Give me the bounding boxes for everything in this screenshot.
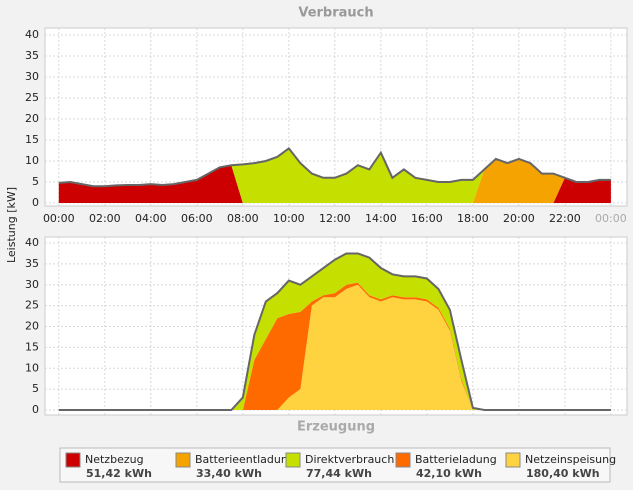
y-tick-label: 35 bbox=[25, 49, 39, 62]
legend-swatch bbox=[65, 452, 81, 468]
legend-swatch bbox=[505, 452, 521, 468]
legend-label: Direktverbrauch bbox=[305, 453, 394, 466]
area bbox=[58, 284, 611, 410]
legend-label: Netzeinspeisung bbox=[525, 453, 616, 466]
y-tick-label: 30 bbox=[25, 70, 39, 83]
legend-label: Batterieladung bbox=[415, 453, 497, 466]
x-tick-label: 18:00 bbox=[457, 212, 489, 225]
x-tick-label: 08:00 bbox=[227, 212, 259, 225]
y-tick-label: 25 bbox=[25, 299, 39, 312]
legend-label: Batterieentladung bbox=[195, 453, 295, 466]
legend-swatch bbox=[395, 452, 411, 468]
x-tick-label: 20:00 bbox=[503, 212, 535, 225]
legend-total: 180,40 kWh bbox=[526, 467, 600, 480]
x-tick-label: 16:00 bbox=[411, 212, 443, 225]
y-tick-label: 40 bbox=[25, 28, 39, 41]
area bbox=[58, 253, 611, 410]
y-tick-label: 25 bbox=[25, 91, 39, 104]
y-tick-label: 10 bbox=[25, 361, 39, 374]
legend-total: 51,42 kWh bbox=[86, 467, 152, 480]
x-tick-label: 14:00 bbox=[365, 212, 397, 225]
legend-swatch bbox=[285, 452, 301, 468]
area bbox=[58, 165, 611, 203]
y-tick-label: 0 bbox=[32, 403, 39, 416]
y-tick-label: 35 bbox=[25, 257, 39, 270]
x-tick-label: 10:00 bbox=[273, 212, 305, 225]
y-tick-label: 5 bbox=[32, 175, 39, 188]
legend-total: 77,44 kWh bbox=[306, 467, 372, 480]
y-tick-label: 20 bbox=[25, 112, 39, 125]
legend-total: 42,10 kWh bbox=[416, 467, 482, 480]
y-tick-label: 15 bbox=[25, 340, 39, 353]
y-axis-label: Leistung [kW] bbox=[5, 187, 18, 263]
x-tick-label: 04:00 bbox=[135, 212, 167, 225]
y-tick-label: 5 bbox=[32, 382, 39, 395]
total-outline bbox=[58, 252, 611, 411]
total-outline bbox=[58, 147, 611, 188]
x-tick-label: 12:00 bbox=[319, 212, 351, 225]
x-tick-label: 06:00 bbox=[181, 212, 213, 225]
legend-swatch bbox=[175, 452, 191, 468]
x-tick-label: 00:00 bbox=[595, 212, 627, 225]
y-tick-label: 20 bbox=[25, 320, 39, 333]
legend-label: Netzbezug bbox=[85, 453, 144, 466]
y-tick-label: 10 bbox=[25, 154, 39, 167]
area bbox=[58, 148, 611, 203]
legend-total: 33,40 kWh bbox=[196, 467, 262, 480]
chart-title: Verbrauch bbox=[298, 6, 373, 21]
x-tick-label: 22:00 bbox=[549, 212, 581, 225]
y-tick-label: 30 bbox=[25, 278, 39, 291]
chart-title: Erzeugung bbox=[297, 420, 375, 435]
y-tick-label: 15 bbox=[25, 133, 39, 146]
y-tick-label: 0 bbox=[32, 196, 39, 209]
x-tick-label: 00:00 bbox=[43, 212, 75, 225]
x-tick-label: 02:00 bbox=[89, 212, 121, 225]
y-tick-label: 40 bbox=[25, 236, 39, 249]
area bbox=[58, 158, 611, 203]
